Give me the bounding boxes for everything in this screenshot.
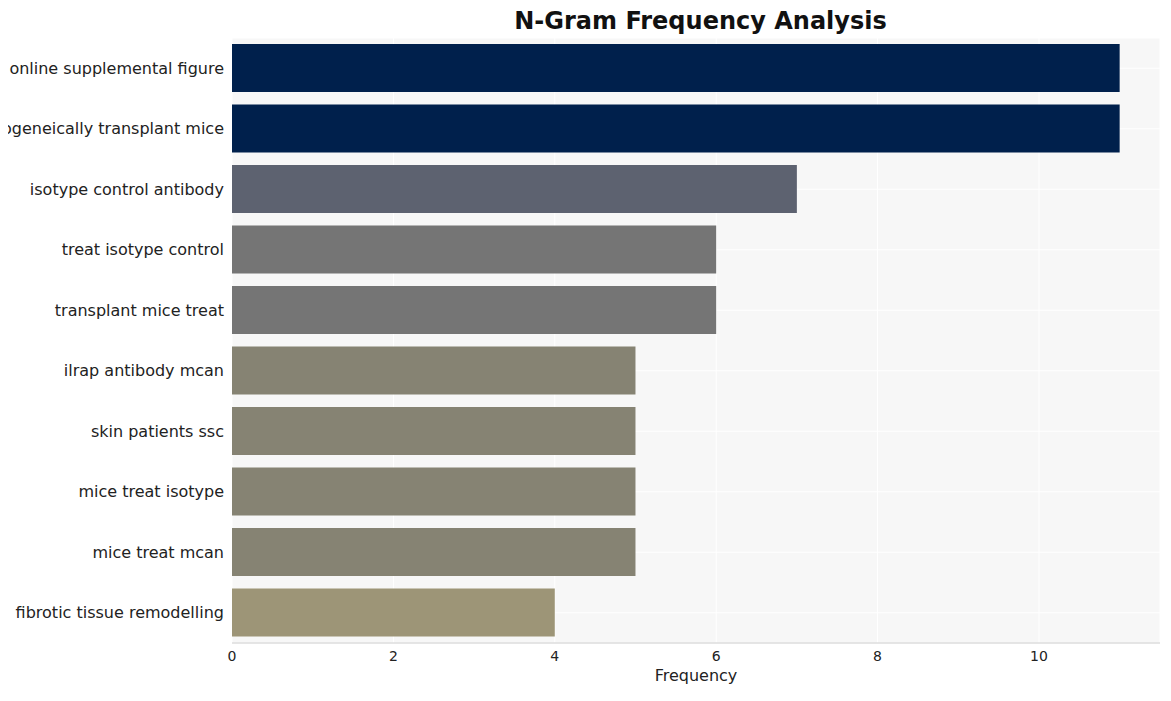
svg-text:2: 2 — [389, 648, 398, 664]
svg-text:mice treat isotype: mice treat isotype — [78, 482, 224, 501]
svg-text:8: 8 — [873, 648, 882, 664]
svg-text:allogeneically transplant mice: allogeneically transplant mice — [8, 119, 224, 138]
html-text:N-Gram Frequency Analysis: N-Gram Frequency Analysis — [514, 7, 887, 35]
svg-text:10: 10 — [1030, 648, 1048, 664]
svg-text:online supplemental figure: online supplemental figure — [9, 59, 224, 78]
svg-text:0: 0 — [228, 648, 237, 664]
svg-text:Frequency: Frequency — [655, 666, 738, 685]
svg-text:ilrap antibody mcan: ilrap antibody mcan — [64, 361, 224, 380]
svg-text:mice treat mcan: mice treat mcan — [92, 543, 224, 562]
svg-text:isotype control antibody: isotype control antibody — [30, 180, 224, 199]
svg-text:skin patients ssc: skin patients ssc — [91, 422, 224, 441]
svg-text:fibrotic tissue remodelling: fibrotic tissue remodelling — [16, 603, 224, 622]
svg-text:4: 4 — [550, 648, 559, 664]
svg-text:treat isotype control: treat isotype control — [62, 240, 224, 259]
svg-text:6: 6 — [712, 648, 721, 664]
svg-text:transplant mice treat: transplant mice treat — [55, 301, 224, 320]
